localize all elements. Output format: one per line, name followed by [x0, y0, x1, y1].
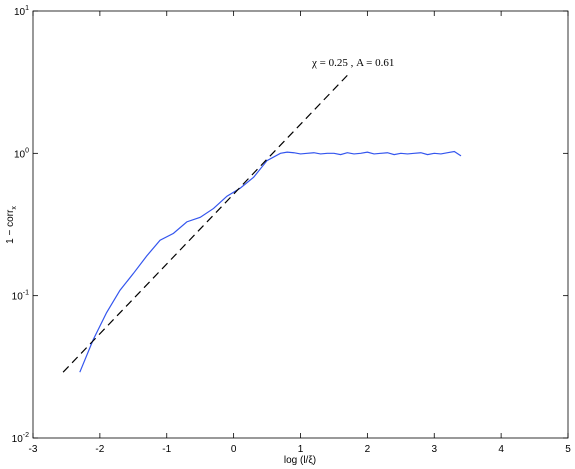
- y-axis-label: 1 − corrx: [5, 206, 18, 244]
- y-tick-label: 101: [14, 5, 29, 18]
- y-tick-label: 10-1: [12, 290, 29, 303]
- x-axis-label: log (l/ξ): [284, 455, 316, 466]
- x-tick-label: 0: [231, 444, 237, 455]
- x-tick-label: 2: [365, 444, 371, 455]
- x-tick-label: 5: [565, 444, 571, 455]
- series-line: [62, 74, 348, 373]
- annotation: χ = 0.25 , A = 0.61: [311, 57, 394, 69]
- y-tick-label: 10-2: [12, 432, 29, 445]
- x-tick-label: -2: [95, 444, 104, 455]
- x-tick-label: -1: [162, 444, 171, 455]
- x-tick-label: 4: [498, 444, 504, 455]
- plot-frame: [32, 10, 569, 439]
- y-tick-label: 100: [14, 147, 29, 160]
- series-line: [79, 150, 462, 373]
- x-tick-label: 3: [431, 444, 437, 455]
- x-tick-label: 1: [298, 444, 304, 455]
- x-tick-label: -3: [29, 444, 38, 455]
